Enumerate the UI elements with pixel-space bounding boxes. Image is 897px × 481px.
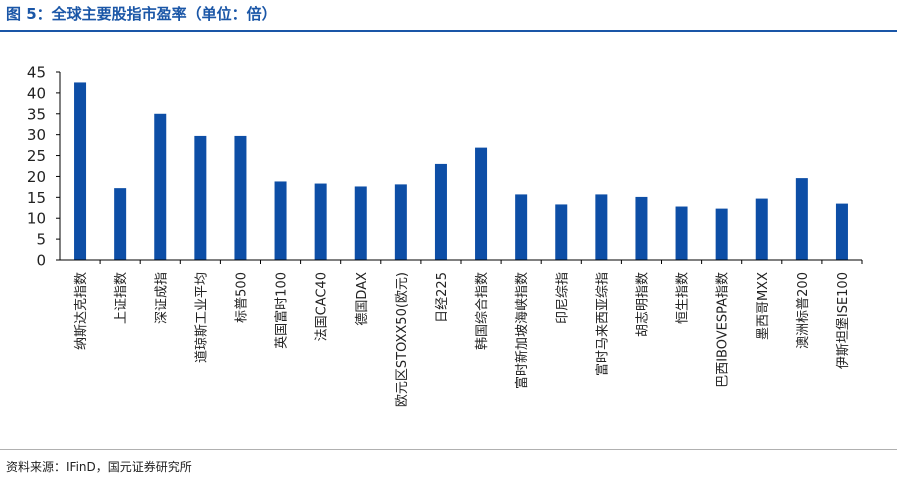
bar	[835, 203, 848, 260]
x-category-label: 伊斯坦堡ISE100	[835, 272, 851, 369]
bar	[795, 178, 808, 260]
figure-title: 图 5：全球主要股指市盈率（单位：倍）	[6, 5, 277, 23]
bar	[715, 208, 728, 260]
bar	[314, 183, 327, 260]
x-category-label: 印尼综指	[555, 272, 570, 324]
y-axis: 0 5 10 15 20 25 30 35 40 45	[27, 64, 61, 270]
bar	[274, 181, 287, 260]
x-category-label: 德国DAX	[355, 272, 370, 326]
source-note: 资料来源：IFinD，国元证券研究所	[6, 460, 192, 474]
bar	[595, 194, 608, 260]
x-axis: 纳斯达克指数 上证指数 深证成指 道琼斯工业平均 标普500 英国富时100 法国CAC40…	[60, 259, 863, 407]
x-category-label: 标普500	[234, 272, 249, 323]
x-category-label: 道琼斯工业平均	[194, 272, 209, 363]
bar	[154, 113, 167, 261]
x-category-label: 纳斯达克指数	[74, 272, 89, 350]
bar	[675, 206, 688, 260]
bar	[234, 135, 247, 260]
bar-chart: 0 5 10 15 20 25 30 35 40 45 纳斯达克指数 上证指数 深证成指 道琼斯工业平均…	[27, 64, 863, 407]
x-category-label: 恒生指数	[676, 272, 691, 324]
y-tick-label: 45	[27, 64, 46, 82]
bottom-rule	[0, 449, 897, 450]
y-tick-label: 5	[36, 231, 46, 249]
y-tick-label: 35	[27, 105, 46, 123]
x-category-label: 巴西IBOVESPA指数	[716, 272, 731, 388]
bar	[434, 163, 447, 260]
x-category-label: 富时马来西亚综指	[594, 272, 610, 376]
y-tick-label: 40	[27, 84, 46, 102]
bar	[755, 198, 768, 260]
x-category-label: 欧元区STOXX50(欧元)	[395, 272, 410, 407]
y-tick-label: 0	[36, 252, 46, 270]
bar	[74, 82, 87, 260]
bar	[555, 204, 568, 260]
x-category-label: 日经225	[435, 272, 450, 323]
bar	[635, 196, 648, 260]
bars	[74, 82, 848, 261]
x-category-label: 澳洲标普200	[795, 272, 811, 349]
bar	[194, 135, 207, 260]
bar	[114, 188, 127, 260]
x-category-label: 富时新加坡海峡指数	[514, 272, 530, 389]
bar	[354, 186, 367, 260]
bar	[475, 147, 488, 260]
x-category-label: 上证指数	[114, 272, 129, 324]
x-category-label: 韩国综合指数	[475, 272, 490, 350]
x-category-label: 胡志明指数	[635, 272, 650, 337]
x-category-label: 墨西哥MXX	[756, 272, 771, 340]
y-tick-label: 25	[27, 147, 46, 165]
y-tick-label: 10	[27, 210, 46, 228]
x-category-label: 深证成指	[154, 272, 169, 324]
y-tick-label: 30	[27, 126, 46, 144]
title-rule	[0, 30, 897, 32]
y-tick-label: 15	[27, 189, 46, 207]
x-category-label: 英国富时100	[274, 272, 290, 349]
bar	[515, 194, 528, 260]
x-category-label: 法国CAC40	[315, 272, 330, 341]
bar	[394, 184, 407, 260]
y-tick-label: 20	[27, 168, 46, 186]
